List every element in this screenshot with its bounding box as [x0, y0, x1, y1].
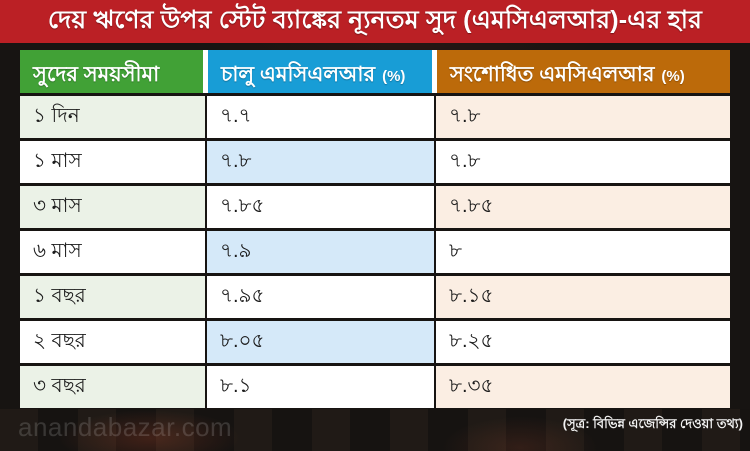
- cell-revised-mclr: ৭.৮: [436, 141, 730, 183]
- page-title: দেয় ঋণের উপর স্টেট ব্যাঙ্কের ন্যূনতম সু…: [47, 6, 703, 34]
- title-bar: দেয় ঋণের উপর স্টেট ব্যাঙ্কের ন্যূনতম সু…: [0, 0, 750, 43]
- header-cell-revised-mclr: সংশোধিত এমসিএলআর (%): [437, 50, 730, 93]
- percent-suffix: (%): [382, 68, 406, 85]
- table-row: ৬ মাস ৭.৯ ৮: [20, 231, 730, 273]
- table-row: ৩ মাস ৭.৮৫ ৭.৮৫: [20, 186, 730, 228]
- header-revised-label: সংশোধিত এমসিএলআর: [450, 63, 655, 86]
- header-period-label: সুদের সময়সীমা: [33, 63, 160, 86]
- cell-current-mclr: ৭.৯৫: [207, 276, 434, 318]
- percent-suffix: (%): [661, 68, 685, 85]
- cell-revised-mclr: ৮.১৫: [436, 276, 730, 318]
- table-row: ১ দিন ৭.৭ ৭.৮: [20, 96, 730, 138]
- table-row: ১ বছর ৭.৯৫ ৮.১৫: [20, 276, 730, 318]
- watermark: anandabazar.com: [18, 412, 233, 442]
- table-row: ৩ বছর ৮.১ ৮.৩৫: [20, 366, 730, 408]
- cell-revised-mclr: ৭.৮৫: [436, 186, 730, 228]
- table-row: ২ বছর ৮.০৫ ৮.২৫: [20, 321, 730, 363]
- cell-current-mclr: ৭.৭: [207, 96, 434, 138]
- cell-period: ৩ বছর: [20, 366, 205, 408]
- table-header-row: সুদের সময়সীমা চালু এমসিএলআর (%) সংশোধিত…: [20, 50, 730, 93]
- cell-current-mclr: ৮.১: [207, 366, 434, 408]
- cell-current-mclr: ৭.৯: [207, 231, 434, 273]
- cell-period: ৩ মাস: [20, 186, 205, 228]
- cell-revised-mclr: ৮.২৫: [436, 321, 730, 363]
- header-cell-period: সুদের সময়সীমা: [20, 50, 203, 93]
- cell-revised-mclr: ৭.৮: [436, 96, 730, 138]
- cell-current-mclr: ৮.০৫: [207, 321, 434, 363]
- cell-revised-mclr: ৮.৩৫: [436, 366, 730, 408]
- cell-period: ১ দিন: [20, 96, 205, 138]
- cell-period: ২ বছর: [20, 321, 205, 363]
- header-current-label: চালু এমসিএলআর: [221, 63, 376, 86]
- cell-period: ১ বছর: [20, 276, 205, 318]
- cell-revised-mclr: ৮: [436, 231, 730, 273]
- cell-period: ১ মাস: [20, 141, 205, 183]
- cell-current-mclr: ৭.৮: [207, 141, 434, 183]
- source-note: (সূত্র: বিভিন্ন এজেন্সির দেওয়া তথ্য): [562, 416, 743, 431]
- cell-period: ৬ মাস: [20, 231, 205, 273]
- header-cell-current-mclr: চালু এমসিএলআর (%): [208, 50, 432, 93]
- rates-table: সুদের সময়সীমা চালু এমসিএলআর (%) সংশোধিত…: [20, 50, 730, 408]
- table-row: ১ মাস ৭.৮ ৭.৮: [20, 141, 730, 183]
- cell-current-mclr: ৭.৮৫: [207, 186, 434, 228]
